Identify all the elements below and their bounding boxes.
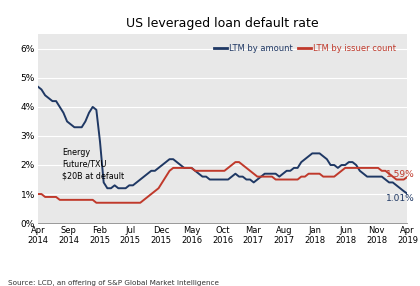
LTM by amount: [354, 163, 359, 167]
LTM by amount: [105, 186, 110, 190]
LTM by issuer count: [302, 175, 307, 178]
LTM by amount: [405, 192, 410, 195]
Text: 1.59%: 1.59%: [386, 170, 415, 179]
LTM by issuer count: [332, 175, 337, 178]
Line: LTM by amount: LTM by amount: [38, 87, 407, 194]
LTM by issuer count: [108, 201, 113, 204]
LTM by issuer count: [35, 192, 40, 196]
LTM by issuer count: [94, 201, 99, 204]
Legend: LTM by amount, LTM by issuer count: LTM by amount, LTM by issuer count: [211, 40, 399, 56]
Title: US leveraged loan default rate: US leveraged loan default rate: [126, 17, 319, 30]
LTM by amount: [204, 175, 209, 178]
LTM by issuer count: [405, 175, 410, 179]
LTM by amount: [295, 166, 300, 170]
LTM by issuer count: [207, 169, 213, 172]
LTM by amount: [35, 85, 40, 88]
LTM by amount: [324, 158, 329, 161]
Text: Energy
Future/TXU
$20B at default: Energy Future/TXU $20B at default: [63, 148, 125, 180]
LTM by issuer count: [233, 160, 238, 164]
Line: LTM by issuer count: LTM by issuer count: [38, 162, 407, 203]
LTM by issuer count: [119, 201, 124, 204]
LTM by issuer count: [361, 166, 366, 170]
LTM by amount: [116, 186, 121, 190]
Text: Source: LCD, an offering of S&P Global Market Intelligence: Source: LCD, an offering of S&P Global M…: [8, 280, 219, 286]
Text: 1.01%: 1.01%: [386, 194, 415, 203]
